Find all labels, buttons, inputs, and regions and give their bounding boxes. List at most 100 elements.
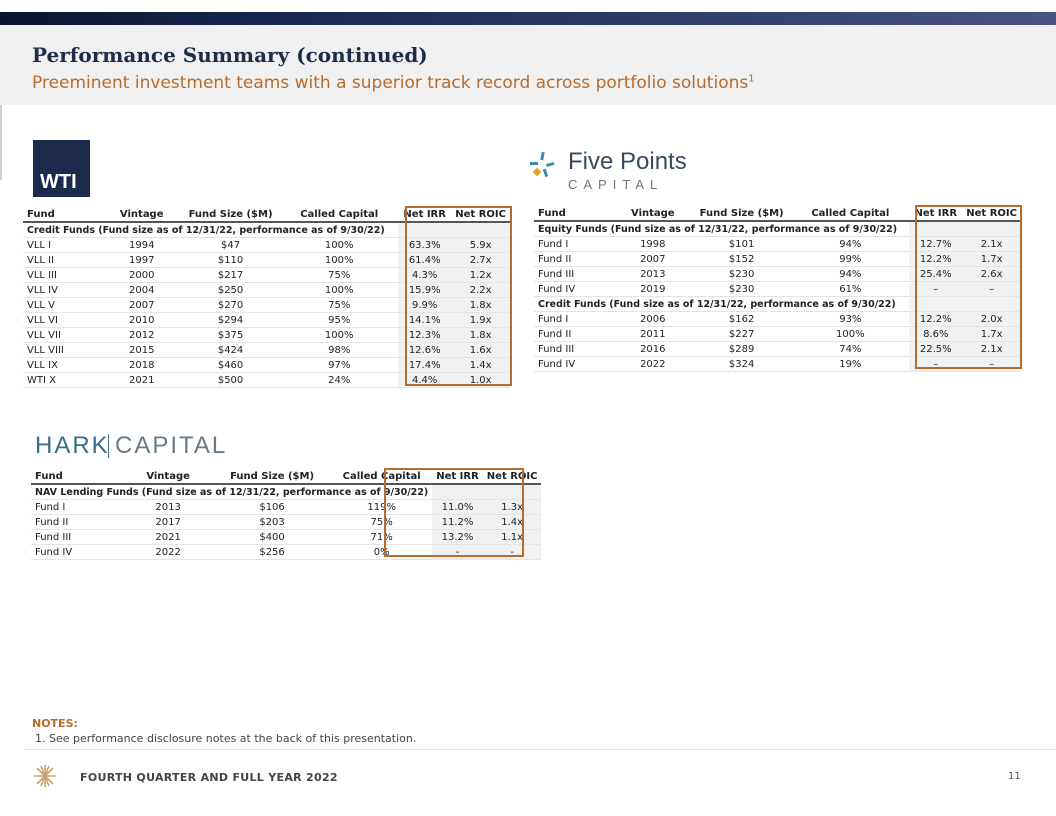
col-header-vintage: Vintage [123, 469, 214, 485]
fund-size-cell: $324 [691, 356, 792, 372]
section-row: Equity Funds (Fund size as of 12/31/22, … [534, 221, 1021, 237]
vintage-cell: 2021 [123, 529, 214, 545]
fund-name-cell: VLL VIII [23, 342, 103, 358]
hark-logo-divider [108, 434, 109, 458]
fund-name-cell: VLL IX [23, 357, 103, 373]
fund-size-cell: $152 [691, 251, 792, 267]
five-points-name: Five Points [568, 148, 687, 175]
net-irr-cell: 12.7% [909, 236, 963, 252]
net-roic-cell: 1.7x [962, 251, 1021, 267]
vintage-cell: 2006 [613, 311, 692, 327]
hark-logo-hark: HARK [35, 432, 110, 459]
vintage-cell: 2004 [102, 282, 181, 298]
section-label: NAV Lending Funds (Fund size as of 12/31… [31, 484, 433, 500]
fund-name-cell: VLL III [23, 267, 103, 283]
called-capital-cell: 100% [280, 282, 399, 298]
col-header-fund-size: Fund Size ($M) [691, 206, 792, 222]
perf-cell-empty [962, 296, 1021, 312]
called-capital-cell: 95% [280, 312, 399, 328]
net-irr-cell: 11.2% [432, 514, 483, 530]
vintage-cell: 2022 [613, 356, 692, 372]
net-irr-cell: 14.1% [398, 312, 452, 328]
section-label: Equity Funds (Fund size as of 12/31/22, … [534, 221, 910, 237]
net-roic-cell: 1.7x [962, 326, 1021, 342]
net-roic-cell: 1.8x [451, 327, 510, 343]
fund-size-cell: $47 [180, 237, 281, 253]
called-capital-cell: 94% [791, 236, 910, 252]
section-label: Credit Funds (Fund size as of 12/31/22, … [534, 296, 910, 312]
col-header-net-irr: Net IRR [432, 469, 483, 485]
net-roic-cell: 1.4x [451, 357, 510, 373]
called-capital-cell: 94% [791, 266, 910, 282]
net-irr-cell: 15.9% [398, 282, 452, 298]
table-row: Fund I 2006 $162 93% 12.2% 2.0x [534, 311, 1021, 327]
fund-size-cell: $460 [180, 357, 281, 373]
fund-size-cell: $110 [180, 252, 281, 268]
net-irr-cell: 12.2% [909, 251, 963, 267]
vintage-cell: 2007 [613, 251, 692, 267]
fund-name-cell: WTI X [23, 372, 103, 388]
table-row: VLL III 2000 $217 75% 4.3% 1.2x [23, 267, 510, 283]
fund-name-cell: Fund IV [534, 356, 614, 372]
called-capital-cell: 100% [280, 252, 399, 268]
vintage-cell: 1994 [102, 237, 181, 253]
star-ray [545, 161, 555, 167]
net-irr-cell: 9.9% [398, 297, 452, 313]
net-irr-cell: 12.6% [398, 342, 452, 358]
section-row: Credit Funds (Fund size as of 12/31/22, … [23, 222, 510, 238]
col-header-called-capital: Called Capital [331, 469, 433, 485]
net-roic-cell: 1.6x [451, 342, 510, 358]
section-row: Credit Funds (Fund size as of 12/31/22, … [534, 296, 1021, 312]
table-header-row: Fund Vintage Fund Size ($M) Called Capit… [534, 206, 1021, 222]
called-capital-cell: 100% [280, 327, 399, 343]
subtitle-footnote-marker: 1 [748, 73, 755, 85]
vintage-cell: 1997 [102, 252, 181, 268]
called-capital-cell: 99% [791, 251, 910, 267]
col-header-fund: Fund [23, 207, 103, 223]
net-roic-cell: 1.9x [451, 312, 510, 328]
five-points-star-icon [530, 151, 555, 178]
left-edge-mark [0, 105, 2, 180]
net-roic-cell: 1.4x [482, 514, 542, 530]
table-row: Fund IV 2019 $230 61% – – [534, 281, 1021, 297]
net-irr-cell: 12.3% [398, 327, 452, 343]
fund-name-cell: Fund I [534, 311, 614, 327]
fund-size-cell: $162 [691, 311, 792, 327]
net-irr-cell: 22.5% [909, 341, 963, 357]
fund-size-cell: $270 [180, 297, 281, 313]
star-ray [530, 162, 538, 165]
table-row: Fund II 2011 $227 100% 8.6% 1.7x [534, 326, 1021, 342]
called-capital-cell: 98% [280, 342, 399, 358]
net-roic-cell: 5.9x [451, 237, 510, 253]
notes-heading: NOTES: [32, 717, 78, 730]
vintage-cell: 2011 [613, 326, 692, 342]
perf-cell-empty [482, 484, 542, 500]
called-capital-cell: 75% [331, 514, 433, 530]
col-header-net-roic: Net ROIC [451, 207, 510, 223]
table-row: Fund II 2007 $152 99% 12.2% 1.7x [534, 251, 1021, 267]
fund-name-cell: Fund II [534, 326, 614, 342]
perf-cell-empty [909, 221, 963, 237]
fund-size-cell: $294 [180, 312, 281, 328]
fund-name-cell: Fund III [534, 341, 614, 357]
fund-size-cell: $230 [691, 266, 792, 282]
col-header-fund-size: Fund Size ($M) [213, 469, 332, 485]
fund-size-cell: $375 [180, 327, 281, 343]
vintage-cell: 2000 [102, 267, 181, 283]
vintage-cell: 2013 [613, 266, 692, 282]
called-capital-cell: 100% [791, 326, 910, 342]
net-roic-cell: 2.2x [451, 282, 510, 298]
net-irr-cell: 4.3% [398, 267, 452, 283]
fund-size-cell: $217 [180, 267, 281, 283]
fund-size-cell: $424 [180, 342, 281, 358]
table-row: Fund I 2013 $106 119% 11.0% 1.3x [31, 499, 542, 515]
fund-size-cell: $106 [213, 499, 332, 515]
page-number: 11 [1008, 771, 1021, 782]
perf-cell-empty [398, 222, 452, 238]
fund-name-cell: Fund IV [31, 544, 124, 560]
col-header-fund-size: Fund Size ($M) [180, 207, 281, 223]
fund-name-cell: VLL VI [23, 312, 103, 328]
fund-name-cell: VLL II [23, 252, 103, 268]
five-points-logo: Five Points CAPITAL [528, 148, 728, 195]
called-capital-cell: 119% [331, 499, 433, 515]
